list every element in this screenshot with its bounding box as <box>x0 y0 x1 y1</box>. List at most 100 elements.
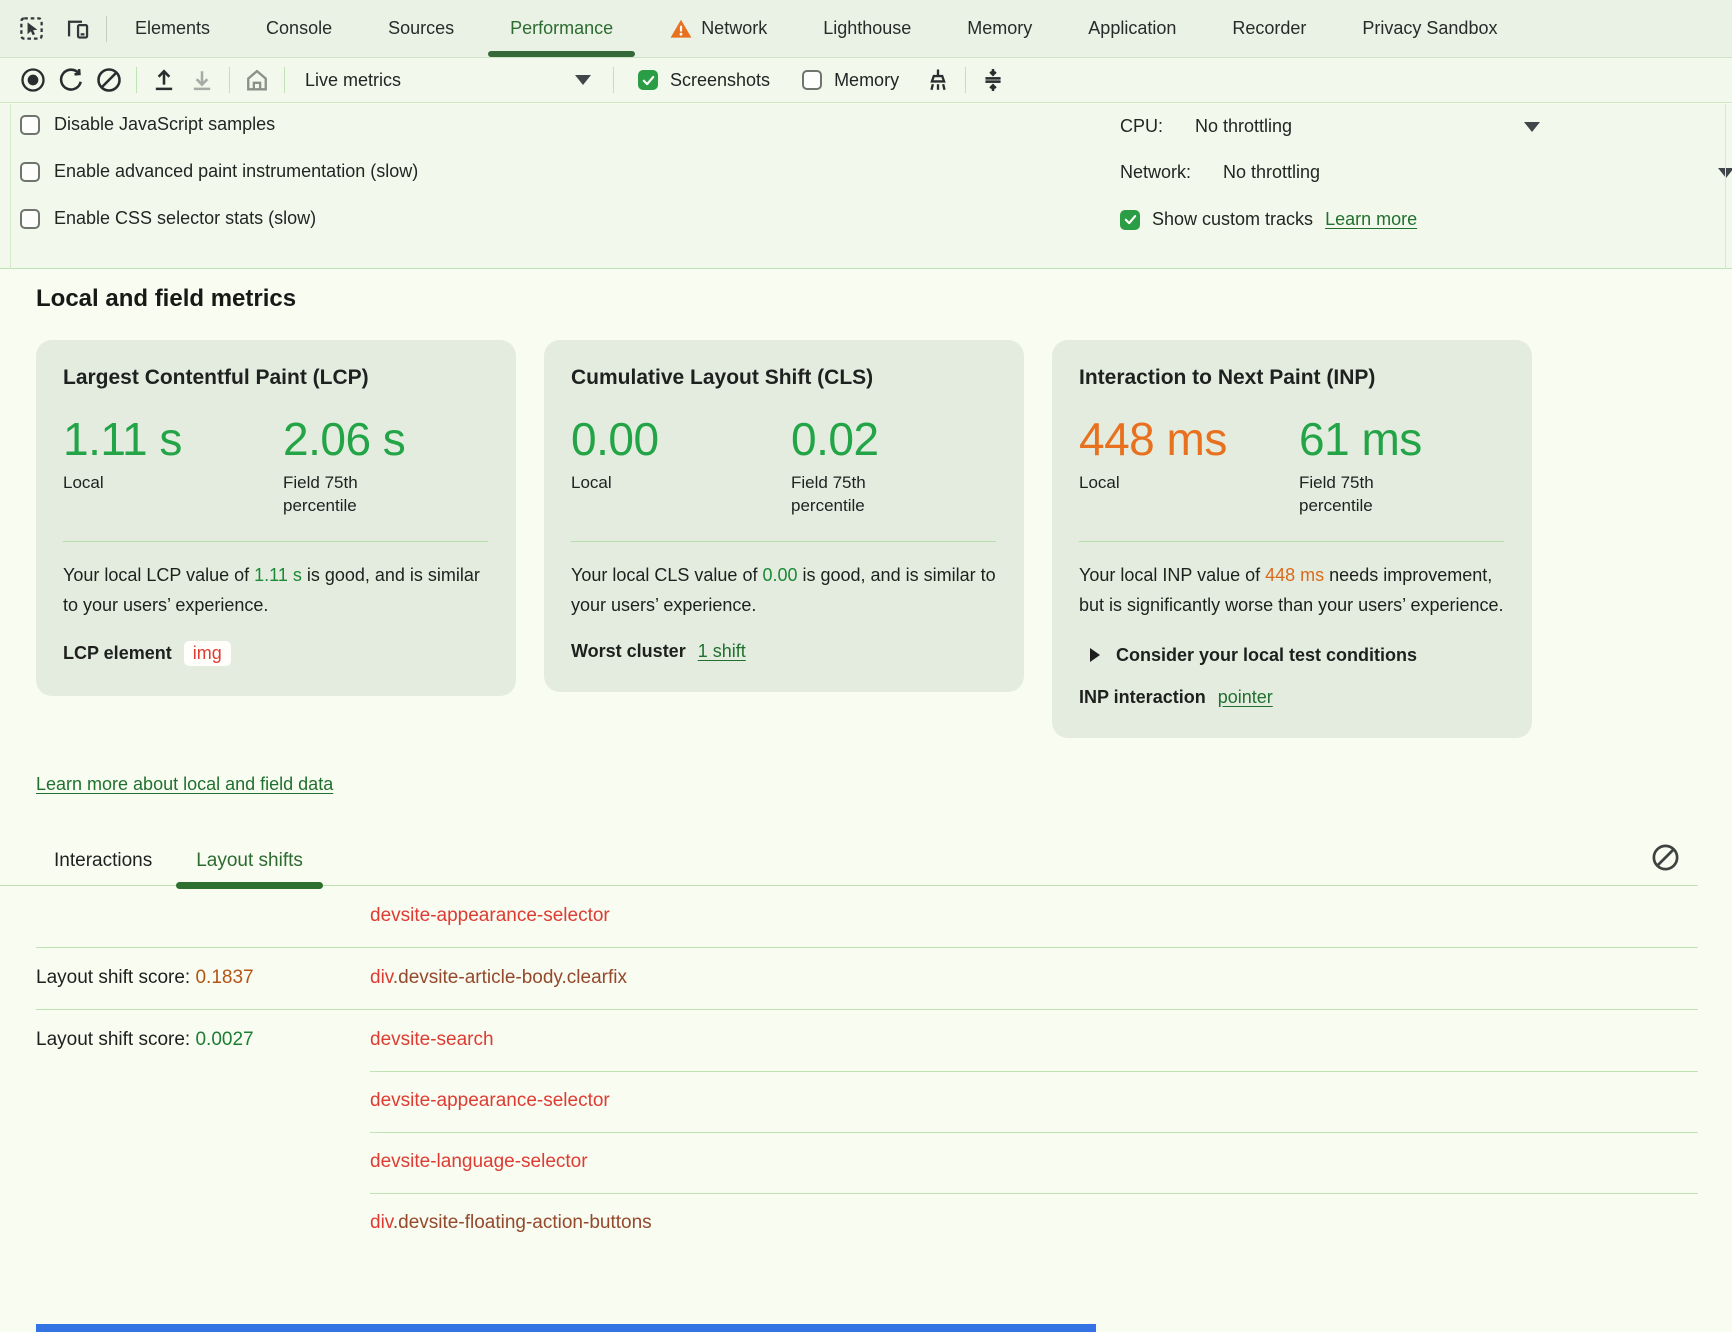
tab-layout-shifts[interactable]: Layout shifts <box>176 850 323 889</box>
checkbox-unchecked <box>20 114 40 135</box>
desc-metric-value: 448 ms <box>1265 565 1325 586</box>
card-footer: Worst cluster 1 shift <box>571 641 996 662</box>
metric-card-cumulative-layout-shift-cls-: Cumulative Layout Shift (CLS) 0.00 Local 0… <box>544 340 1024 692</box>
tab-application[interactable]: Application <box>1060 0 1204 57</box>
score-value: 0.0027 <box>195 1029 254 1051</box>
screenshots-checkbox[interactable]: Screenshots <box>638 70 770 91</box>
tab-interactions[interactable]: Interactions <box>54 849 153 871</box>
custom-tracks-learn-more-link[interactable]: Learn more <box>1325 209 1418 229</box>
tab-recorder[interactable]: Recorder <box>1204 0 1334 57</box>
toolbar-separator <box>229 67 230 93</box>
show-custom-tracks-row: Show custom tracks Learn more <box>1120 209 1417 230</box>
metric-value-cell: 448 ms Local <box>1079 414 1299 517</box>
table-row: Layout shift score: 0.1837 div.devsite-ar… <box>36 946 1698 1009</box>
element-selector-link[interactable]: div.devsite-floating-action-buttons <box>370 1212 652 1234</box>
metric-value-cell: 0.02 Field 75th percentile <box>791 414 996 517</box>
reload-icon[interactable] <box>52 62 90 98</box>
table-row: div.devsite-floating-action-buttons <box>36 1192 1698 1254</box>
metric-value-cell: 61 ms Field 75th percentile <box>1299 414 1504 517</box>
collect-garbage-icon[interactable] <box>919 62 957 98</box>
metric-value: 1.11 s <box>63 413 182 465</box>
metric-values: 1.11 s Local 2.06 s Field 75th percentile <box>63 414 488 517</box>
memory-checkbox[interactable]: Memory <box>802 70 899 91</box>
card-divider <box>63 541 488 543</box>
score-label: Layout shift score: <box>36 1029 196 1051</box>
element-chip[interactable]: img <box>183 640 231 666</box>
metric-value-label: Field 75th percentile <box>791 472 866 515</box>
tab-sources[interactable]: Sources <box>360 0 482 57</box>
clear-icon[interactable] <box>90 62 128 98</box>
selector-cls: .devsite-article-body.clearfix <box>392 967 627 989</box>
record-icon[interactable] <box>14 62 52 98</box>
inspect-icon[interactable] <box>16 14 46 44</box>
element-selector-link[interactable]: devsite-language-selector <box>370 1151 588 1173</box>
clear-log-icon[interactable] <box>1648 841 1682 875</box>
desc-text: Your local INP value of <box>1079 565 1266 586</box>
element-selector-link[interactable]: devsite-appearance-selector <box>370 1090 610 1112</box>
logs-section: Interactions Layout shifts devsite-appear… <box>0 839 1732 1254</box>
element-selector-link[interactable]: devsite-search <box>370 1029 494 1051</box>
setting-checkbox-enable-css-selector-stats-slow-[interactable]: Enable CSS selector stats (slow) <box>20 208 316 229</box>
tab-label: Performance <box>510 18 614 38</box>
selector-tag: devsite-appearance-selector <box>370 1090 610 1112</box>
metric-value-label: Local <box>63 472 104 492</box>
desc-text: Your local CLS value of <box>571 565 763 586</box>
element-selector-link[interactable]: div.devsite-article-body.clearfix <box>370 967 627 989</box>
tab-privacy-sandbox[interactable]: Privacy Sandbox <box>1334 0 1525 57</box>
card-divider <box>1079 541 1504 543</box>
setting-checkbox-disable-javascript-samples[interactable]: Disable JavaScript samples <box>20 114 275 135</box>
metric-value: 2.06 s <box>283 413 406 465</box>
home-icon[interactable] <box>238 62 276 98</box>
bottom-blue-bar <box>36 1324 1096 1332</box>
score-label: Layout shift score: <box>36 967 196 989</box>
score-value: 0.1837 <box>195 967 254 989</box>
setting-checkbox-enable-advanced-paint-instrumentation-slow-[interactable]: Enable advanced paint instrumentation (s… <box>20 161 418 182</box>
live-metrics-label: Live metrics <box>305 69 402 90</box>
tab-performance[interactable]: Performance <box>482 0 641 57</box>
metric-value-label: Field 75th percentile <box>283 472 358 515</box>
tab-elements[interactable]: Elements <box>107 0 238 57</box>
custom-tracks-checkbox[interactable] <box>1120 209 1140 230</box>
desc-text: needs improvement, but is significantly … <box>1079 565 1504 615</box>
table-row: devsite-language-selector <box>36 1131 1698 1193</box>
metric-cards: Largest Contentful Paint (LCP) 1.11 s Loc… <box>36 340 1732 738</box>
upload-icon[interactable] <box>145 62 183 98</box>
device-toolbar-icon[interactable] <box>62 14 92 44</box>
chevron-down-icon <box>1524 121 1540 132</box>
chevron-down-icon <box>575 75 591 85</box>
element-selector-link[interactable]: devsite-appearance-selector <box>370 905 610 927</box>
cpu-throttling-select[interactable]: CPU: No throttling <box>1120 116 1540 137</box>
tab-label: Lighthouse <box>823 18 912 38</box>
tab-lighthouse[interactable]: Lighthouse <box>795 0 939 57</box>
footer-label: LCP element <box>63 642 172 663</box>
desc-metric-value: 0.00 <box>762 565 798 586</box>
toolbar-separator <box>284 67 285 93</box>
tab-label: Console <box>266 18 333 38</box>
devtools-tabbar: Elements Console Sources Performance Networ… <box>0 0 1732 58</box>
download-icon[interactable] <box>183 62 221 98</box>
card-footer: LCP element img <box>63 640 488 666</box>
metric-card-largest-contentful-paint-lcp-: Largest Contentful Paint (LCP) 1.11 s Loc… <box>36 340 516 696</box>
tabbar-tabs: Elements Console Sources Performance Networ… <box>107 0 1525 57</box>
metric-value: 0.02 <box>791 413 879 465</box>
tab-memory[interactable]: Memory <box>939 0 1060 57</box>
network-throttling-select[interactable]: Network: No throttling <box>1120 162 1732 183</box>
tab-label: Sources <box>388 18 455 38</box>
footer-link[interactable]: 1 shift <box>697 640 746 661</box>
collapse-icon[interactable] <box>974 62 1012 98</box>
local-field-data-link[interactable]: Learn more about local and field data <box>36 773 334 794</box>
live-metrics-view: Local and field metrics Largest Contentf… <box>0 269 1732 1332</box>
selector-tag: div <box>370 967 393 989</box>
local-test-conditions-disclosure[interactable]: Consider your local test conditions <box>1079 645 1504 666</box>
footer-link[interactable]: pointer <box>1217 686 1273 707</box>
table-row: devsite-appearance-selector <box>36 1070 1698 1132</box>
disclosure-label: Consider your local test conditions <box>1116 644 1418 665</box>
metric-card-title: Interaction to Next Paint (INP) <box>1079 366 1376 389</box>
tab-network[interactable]: Network <box>641 0 795 57</box>
live-metrics-select[interactable]: Live metrics <box>293 70 605 91</box>
tab-console[interactable]: Console <box>238 0 360 57</box>
checkbox-unchecked <box>20 208 40 229</box>
logs-tabs: Interactions Layout shifts <box>0 839 1698 889</box>
screenshots-label: Screenshots <box>670 69 771 90</box>
toolbar-separator <box>613 67 614 93</box>
